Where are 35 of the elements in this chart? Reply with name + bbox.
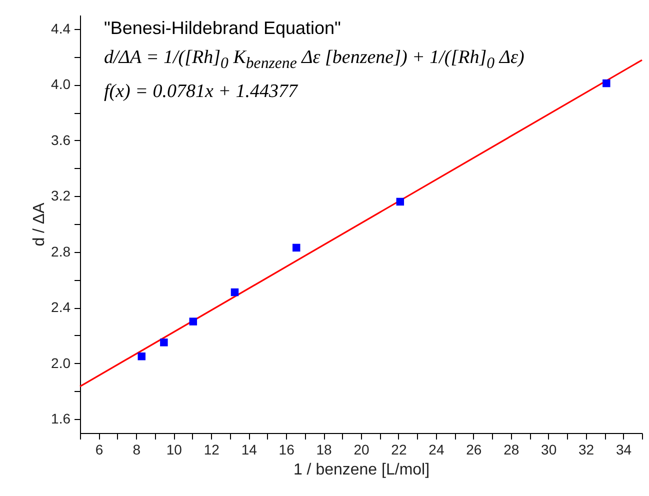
y-tick-label: 4.0 <box>51 76 71 92</box>
x-tick-label: 28 <box>504 442 520 458</box>
y-tick-label: 2.4 <box>51 299 71 316</box>
point <box>292 244 300 252</box>
x-tick-label: 14 <box>241 442 258 458</box>
x-tick-label: 24 <box>428 442 444 458</box>
y-tick-label: 2.8 <box>51 243 71 260</box>
annotation: d/ΔA = 1/([Rh]$_{0}$ K$_{benzene}$ Δε [benzene]) + 1/([Rh]$_{0}$ Δε) <box>104 47 524 73</box>
x-tick-label: 22 <box>391 442 407 458</box>
y-tick-label: 2.0 <box>51 354 71 371</box>
x-tick-label: 6 <box>95 442 104 458</box>
annotation: f(x) = 0.0781x + 1.44377 <box>104 80 300 103</box>
y-tick-label: 4.4 <box>51 20 71 36</box>
x-tick-label: 30 <box>541 442 557 458</box>
x-tick-label: 8 <box>132 442 141 458</box>
x-tick-label: 26 <box>466 442 482 458</box>
x-tick-label: 10 <box>166 442 182 458</box>
point <box>138 352 146 360</box>
x-axis-title: 1 / benzene [L/mol] <box>293 462 430 478</box>
y-axis-title: d / ΔA <box>31 202 48 246</box>
point <box>230 288 239 296</box>
x-tick-label: 20 <box>354 442 370 458</box>
point <box>396 198 404 206</box>
point <box>160 338 168 346</box>
y-tick-label: 3.6 <box>51 132 71 148</box>
point <box>602 79 610 88</box>
x-tick-label: 16 <box>278 442 295 458</box>
annotation: "Benesi-Hildebrand Equation" <box>104 18 342 39</box>
point <box>189 318 198 326</box>
x-tick-label: 34 <box>616 442 632 458</box>
x-tick-label: 32 <box>578 442 594 458</box>
x-tick-label: 12 <box>204 442 220 458</box>
y-tick-label: 3.2 <box>51 188 71 204</box>
y-tick-label: 1.6 <box>51 410 71 427</box>
x-tick-label: 18 <box>316 442 332 458</box>
